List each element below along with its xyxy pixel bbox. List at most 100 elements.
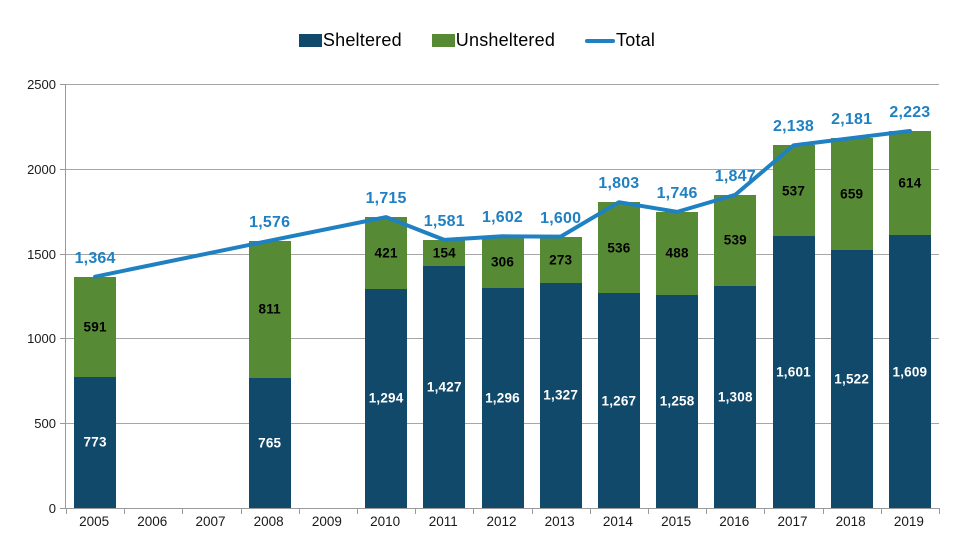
total-value-label: 1,602 bbox=[481, 209, 524, 227]
bar-value-sheltered: 1,327 bbox=[543, 387, 579, 403]
x-axis-label: 2017 bbox=[777, 514, 808, 529]
legend-line-icon bbox=[585, 38, 616, 43]
bar-value-unsheltered: 811 bbox=[258, 301, 281, 317]
x-axis-label: 2016 bbox=[719, 514, 750, 529]
bar-unsheltered bbox=[539, 236, 582, 283]
bar-sheltered bbox=[423, 265, 466, 508]
total-value-label: 1,847 bbox=[714, 167, 756, 185]
y-axis-tick bbox=[60, 338, 66, 340]
total-value-label: 1,364 bbox=[74, 249, 116, 267]
x-axis-tick bbox=[822, 508, 824, 514]
x-axis-label: 2005 bbox=[79, 514, 110, 529]
total-value-label: 2,223 bbox=[889, 103, 931, 121]
x-axis-label: 2015 bbox=[661, 514, 692, 529]
x-axis-tick bbox=[182, 508, 184, 514]
bar-sheltered bbox=[714, 286, 757, 508]
legend-label: Unsheltered bbox=[455, 30, 556, 50]
bar-sheltered bbox=[656, 294, 699, 508]
x-axis-label: 2019 bbox=[893, 514, 924, 529]
x-axis-tick bbox=[66, 508, 67, 514]
y-axis-tick bbox=[60, 168, 66, 170]
x-axis-label: 2013 bbox=[544, 514, 575, 529]
total-line bbox=[93, 128, 912, 279]
bar-unsheltered bbox=[597, 202, 640, 294]
bar-value-unsheltered: 488 bbox=[665, 245, 689, 261]
y-axis-tick bbox=[60, 508, 66, 509]
bar-sheltered bbox=[772, 236, 815, 508]
bar-value-sheltered: 765 bbox=[258, 435, 282, 451]
bar-value-unsheltered: 537 bbox=[781, 183, 806, 199]
bar-value-unsheltered: 306 bbox=[490, 254, 515, 270]
y-axis-tick bbox=[60, 84, 66, 85]
x-axis-tick bbox=[124, 508, 126, 514]
y-axis-label: 2000 bbox=[27, 161, 56, 177]
bar-value-sheltered: 1,308 bbox=[717, 389, 753, 405]
y-axis-label: 1000 bbox=[27, 331, 56, 347]
legend-item-total: Total bbox=[585, 30, 655, 51]
x-axis-tick bbox=[589, 508, 591, 514]
bar-value-sheltered: 773 bbox=[83, 434, 107, 450]
total-value-label: 2,138 bbox=[772, 118, 815, 136]
bar-sheltered bbox=[481, 288, 524, 508]
y-axis-tick bbox=[60, 423, 66, 425]
x-axis-tick bbox=[706, 508, 708, 514]
y-axis-label: 1500 bbox=[27, 246, 56, 262]
bar-value-sheltered: 1,258 bbox=[659, 393, 695, 409]
x-axis-label: 2006 bbox=[137, 514, 168, 529]
bar-sheltered bbox=[830, 249, 873, 508]
total-value-label: 1,803 bbox=[598, 175, 640, 193]
bar-unsheltered bbox=[772, 145, 815, 237]
total-value-label: 1,581 bbox=[423, 212, 465, 230]
x-axis-label: 2012 bbox=[486, 514, 517, 529]
bar-sheltered bbox=[539, 282, 582, 508]
x-axis-label: 2007 bbox=[195, 514, 226, 529]
total-value-label: 1,600 bbox=[540, 209, 582, 227]
total-value-label: 2,181 bbox=[831, 111, 873, 129]
y-axis-tick bbox=[60, 253, 66, 255]
y-axis-label: 0 bbox=[48, 501, 56, 516]
plot-area: 0 500 1000 1500 2000 2500 773 591 765 811 1,294 421… bbox=[27, 77, 940, 516]
x-axis-tick bbox=[880, 508, 882, 514]
gridline bbox=[66, 84, 939, 85]
legend: Sheltered Unsheltered Total bbox=[0, 30, 954, 51]
bar-value-sheltered: 1,294 bbox=[368, 390, 404, 406]
bar-value-sheltered: 1,267 bbox=[601, 393, 637, 409]
legend-label: Total bbox=[616, 30, 656, 50]
legend-box-icon bbox=[298, 34, 322, 47]
legend-item-unsheltered: Unsheltered bbox=[431, 30, 556, 51]
total-value-label: 1,746 bbox=[656, 184, 698, 202]
x-axis-tick bbox=[415, 508, 417, 514]
x-axis-label: 2014 bbox=[602, 514, 633, 529]
bar-value-sheltered: 1,427 bbox=[426, 379, 462, 395]
total-value-label: 1,715 bbox=[365, 190, 407, 208]
bar-value-unsheltered: 539 bbox=[723, 232, 747, 248]
bar-value-sheltered: 1,522 bbox=[834, 371, 870, 387]
bar-unsheltered bbox=[74, 276, 117, 377]
legend-box-icon bbox=[431, 34, 455, 47]
bar-value-sheltered: 1,601 bbox=[776, 364, 811, 380]
legend-item-sheltered: Sheltered bbox=[298, 30, 402, 51]
x-axis-label: 2008 bbox=[253, 514, 284, 529]
bar-sheltered bbox=[248, 378, 291, 508]
y-axis-label: 2500 bbox=[27, 77, 56, 92]
y-axis-label: 500 bbox=[34, 416, 56, 432]
x-axis-tick bbox=[531, 508, 533, 514]
bar-value-unsheltered: 273 bbox=[549, 252, 573, 268]
bar-sheltered bbox=[597, 293, 640, 508]
bar-unsheltered bbox=[365, 217, 408, 289]
x-axis-tick bbox=[473, 508, 475, 514]
bar-sheltered bbox=[365, 288, 408, 508]
x-axis-tick bbox=[764, 508, 766, 514]
bar-value-sheltered: 1,609 bbox=[892, 364, 928, 380]
bar-value-sheltered: 1,296 bbox=[485, 390, 520, 406]
bar-unsheltered bbox=[888, 130, 931, 236]
x-axis-label: 2010 bbox=[370, 514, 401, 529]
x-axis-tick bbox=[357, 508, 358, 514]
bar-value-unsheltered: 536 bbox=[607, 240, 631, 256]
x-axis-label: 2018 bbox=[835, 514, 866, 529]
x-axis-label: 2011 bbox=[428, 514, 458, 529]
bar-unsheltered bbox=[248, 240, 291, 379]
bar-value-unsheltered: 154 bbox=[432, 245, 456, 261]
bar-unsheltered bbox=[481, 236, 524, 289]
